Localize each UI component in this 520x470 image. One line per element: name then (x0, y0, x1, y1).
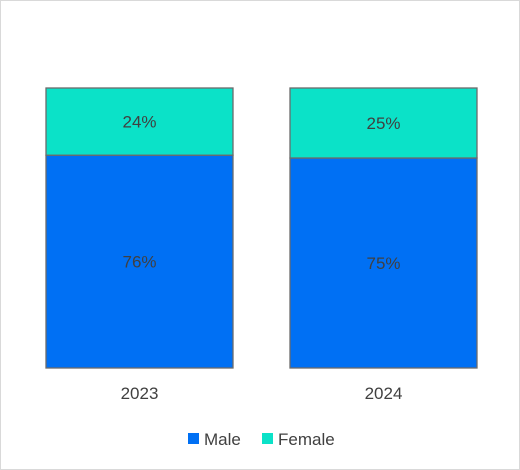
x-tick-labels-group: 2023 2024 (121, 384, 403, 403)
bars-group (45, 87, 478, 369)
legend-label-male: Male (204, 430, 241, 449)
data-label-female-2023: 24% (122, 113, 156, 132)
x-tick-label-2024: 2024 (365, 384, 403, 403)
data-label-female-2024: 25% (366, 114, 400, 133)
legend-swatch-male (188, 433, 199, 444)
x-tick-label-2023: 2023 (121, 384, 159, 403)
data-label-male-2024: 75% (366, 254, 400, 273)
data-labels-group: 76% 24% 75% 25% (122, 113, 400, 273)
data-label-male-2023: 76% (122, 253, 156, 272)
legend-swatch-female (262, 433, 273, 444)
legend: Male Female (188, 430, 335, 449)
bar-male-2023 (45, 154, 234, 369)
bar-female-2023 (45, 87, 234, 156)
bar-female-2024 (289, 87, 478, 159)
legend-label-female: Female (278, 430, 335, 449)
